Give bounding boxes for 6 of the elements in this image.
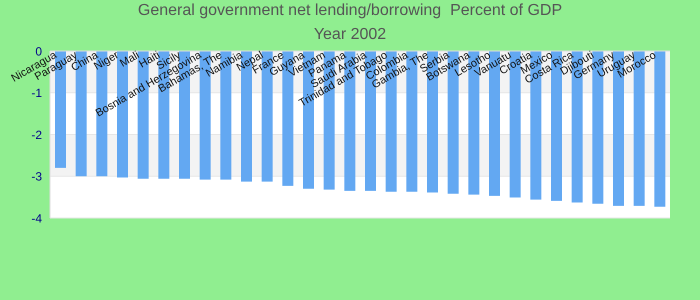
y-tick-label: -3 xyxy=(31,170,42,184)
y-tick-label: -1 xyxy=(31,86,42,100)
chart-title: General government net lending/borrowing Percent of GDP xyxy=(136,2,564,20)
y-tick-label: -4 xyxy=(31,211,42,226)
chart-subtitle: Year 2002 xyxy=(312,26,388,44)
y-tick-label: -2 xyxy=(31,128,42,142)
